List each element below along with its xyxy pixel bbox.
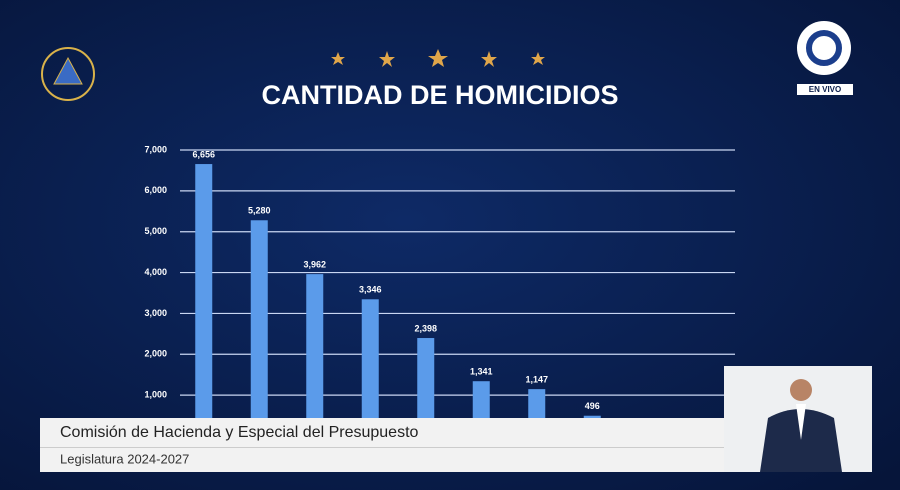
bar <box>361 299 379 436</box>
value-label: 2,398 <box>414 323 437 333</box>
stars <box>331 49 545 67</box>
lower-third-title: Comisión de Hacienda y Especial del Pres… <box>60 424 419 441</box>
value-label: 1,147 <box>525 375 548 385</box>
y-tick-label: 1,000 <box>144 390 167 400</box>
y-tick-label: 5,000 <box>144 226 167 236</box>
y-tick-label: 2,000 <box>144 349 167 359</box>
live-label: EN VIVO <box>809 85 841 94</box>
lower-third: Comisión de Hacienda y Especial del Pres… <box>40 418 724 472</box>
value-label: 6,656 <box>192 149 215 159</box>
lower-third-subtitle: Legislatura 2024-2027 <box>60 451 189 466</box>
bar <box>195 164 213 436</box>
y-tick-label: 7,000 <box>144 144 167 154</box>
value-label: 3,962 <box>303 259 326 269</box>
channel-logo: EN VIVO <box>797 21 853 95</box>
value-label: 1,341 <box>470 367 493 377</box>
y-tick-label: 4,000 <box>144 267 167 277</box>
value-label: 496 <box>585 401 600 411</box>
y-tick-label: 6,000 <box>144 185 167 195</box>
value-label: 3,346 <box>359 285 382 295</box>
bar <box>417 338 435 436</box>
value-label: 5,280 <box>248 206 271 216</box>
bar <box>250 220 268 436</box>
chart-title: CANTIDAD DE HOMICIDIOS <box>262 80 619 110</box>
emblem <box>41 47 95 101</box>
interpreter-inset <box>724 366 872 472</box>
y-tick-label: 3,000 <box>144 308 167 318</box>
bar <box>306 274 324 436</box>
